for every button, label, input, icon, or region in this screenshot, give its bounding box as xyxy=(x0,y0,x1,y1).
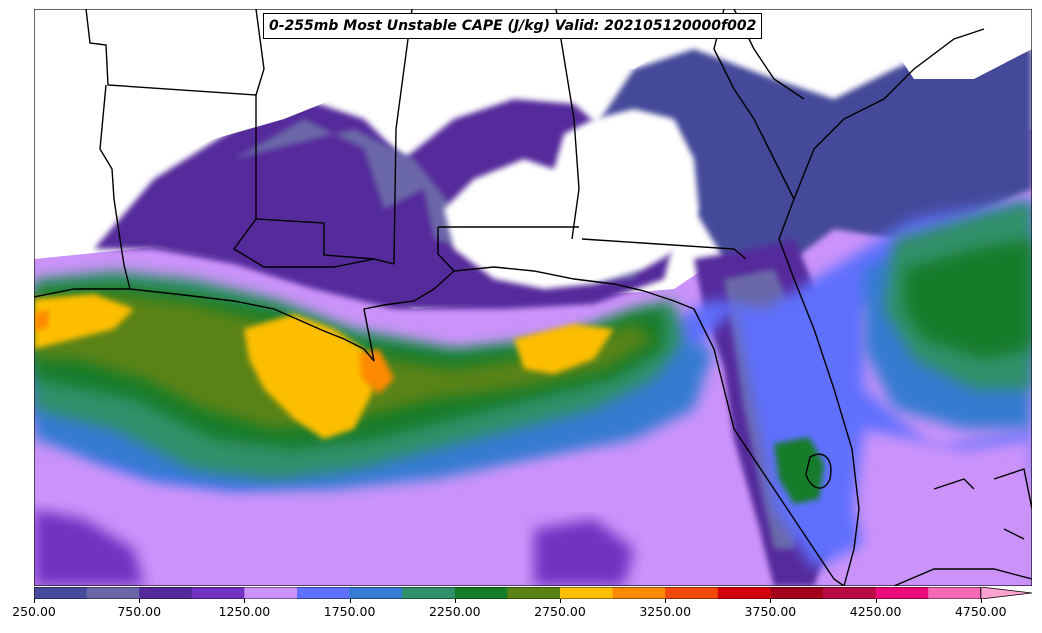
state-border-tx-la xyxy=(99,84,131,290)
colorbar-tick-label: 1250.00 xyxy=(218,604,271,619)
colorbar-bin xyxy=(402,587,456,599)
political-boundaries xyxy=(34,9,1032,586)
state-border-ok-tx xyxy=(85,9,257,96)
colorbar-bin xyxy=(139,587,193,599)
colorbar-bin xyxy=(454,587,508,599)
coast-texas xyxy=(34,288,325,332)
cape-field-orange2 xyxy=(34,309,49,331)
state-border-ar-la xyxy=(255,95,375,260)
colorbar-tick-label: 750.00 xyxy=(117,604,162,619)
colorbar-extend-max xyxy=(980,587,1032,599)
cape-field-yellow3 xyxy=(514,324,614,374)
colorbar-bin xyxy=(717,587,771,599)
colorbar-tick-mark xyxy=(454,599,456,603)
no-data-north xyxy=(34,9,594,257)
colorbar-tick-mark xyxy=(665,599,667,603)
colorbar-bin xyxy=(770,587,824,599)
cape-map xyxy=(34,9,1032,586)
colorbar-bin xyxy=(875,587,929,599)
lake-okeechobee xyxy=(805,453,832,489)
colorbar-bin xyxy=(297,587,351,599)
colorbar-tick-label: 3750.00 xyxy=(744,604,797,619)
cape-field-slate-inland xyxy=(234,119,654,279)
colorbar-tick-mark xyxy=(875,599,877,603)
colorbar-tick-label: 250.00 xyxy=(12,604,56,619)
cape-field-purple-south2 xyxy=(534,519,634,586)
coast-louisiana xyxy=(323,266,675,362)
coast-florida-west xyxy=(673,300,845,586)
colorbar-tick-mark xyxy=(560,599,561,603)
colorbar-bin xyxy=(191,587,245,599)
coast-florida-east xyxy=(778,28,985,586)
colorbar-bin xyxy=(612,587,666,599)
cape-field-green-east xyxy=(904,239,1032,359)
colorbar-tick-label: 4250.00 xyxy=(849,604,902,619)
colorbar-tick-label: 3250.00 xyxy=(639,604,692,619)
colorbar-tick-label: 1750.00 xyxy=(323,604,376,619)
no-data-northeast xyxy=(894,9,1032,79)
colorbar-bin xyxy=(86,587,140,599)
colorbar-bin xyxy=(665,587,719,599)
bahamas-islands xyxy=(933,468,1032,540)
colorbar-tick-mark xyxy=(34,599,35,603)
colorbar xyxy=(34,587,1032,599)
cape-field-light-purple-southeast xyxy=(854,429,1032,586)
cape-field-light-purple-south2 xyxy=(454,459,754,586)
cape-field-green-florida-keys xyxy=(774,437,824,504)
state-border-al-ga xyxy=(555,9,580,240)
cape-field-orange xyxy=(359,349,394,394)
colorbar-tick-label: 2250.00 xyxy=(428,604,481,619)
colorbar-bin xyxy=(349,587,403,599)
colorbar-tick-mark xyxy=(139,599,141,603)
colorbar-tick-mark xyxy=(770,599,772,603)
colorbar-tick-mark xyxy=(244,599,246,603)
cape-field-purple-south xyxy=(34,509,144,586)
cape-field-yellow xyxy=(34,294,134,349)
coast-atlantic-north xyxy=(713,9,795,200)
colorbar-bin xyxy=(507,587,561,599)
colorbar-frame xyxy=(34,587,982,599)
state-border-ga-fl xyxy=(581,238,747,260)
state-border-ms-la xyxy=(232,218,395,268)
colorbar-tick-mark xyxy=(980,599,982,603)
colorbar-bin xyxy=(34,587,88,599)
no-data-alabama-georgia xyxy=(444,109,699,289)
colorbar-tick-label: 2750.00 xyxy=(534,604,586,619)
cuba-island xyxy=(893,568,1032,586)
state-border-ms-al xyxy=(393,9,413,265)
colorbar-tick-mark xyxy=(349,599,351,603)
cape-field-yellow2 xyxy=(244,314,374,439)
map-title: 0-255mb Most Unstable CAPE (J/kg) Valid:… xyxy=(263,13,763,39)
colorbar-bin xyxy=(244,587,298,599)
cape-field-slate-northeast xyxy=(594,39,1032,309)
colorbar-tick-label: 4750.00 xyxy=(954,604,1007,619)
state-border-ar-ms xyxy=(255,9,265,96)
colorbar-bin xyxy=(928,587,982,599)
state-border-al-fl xyxy=(437,226,579,272)
colorbar-bin xyxy=(823,587,877,599)
colorbar-bin xyxy=(560,587,614,599)
